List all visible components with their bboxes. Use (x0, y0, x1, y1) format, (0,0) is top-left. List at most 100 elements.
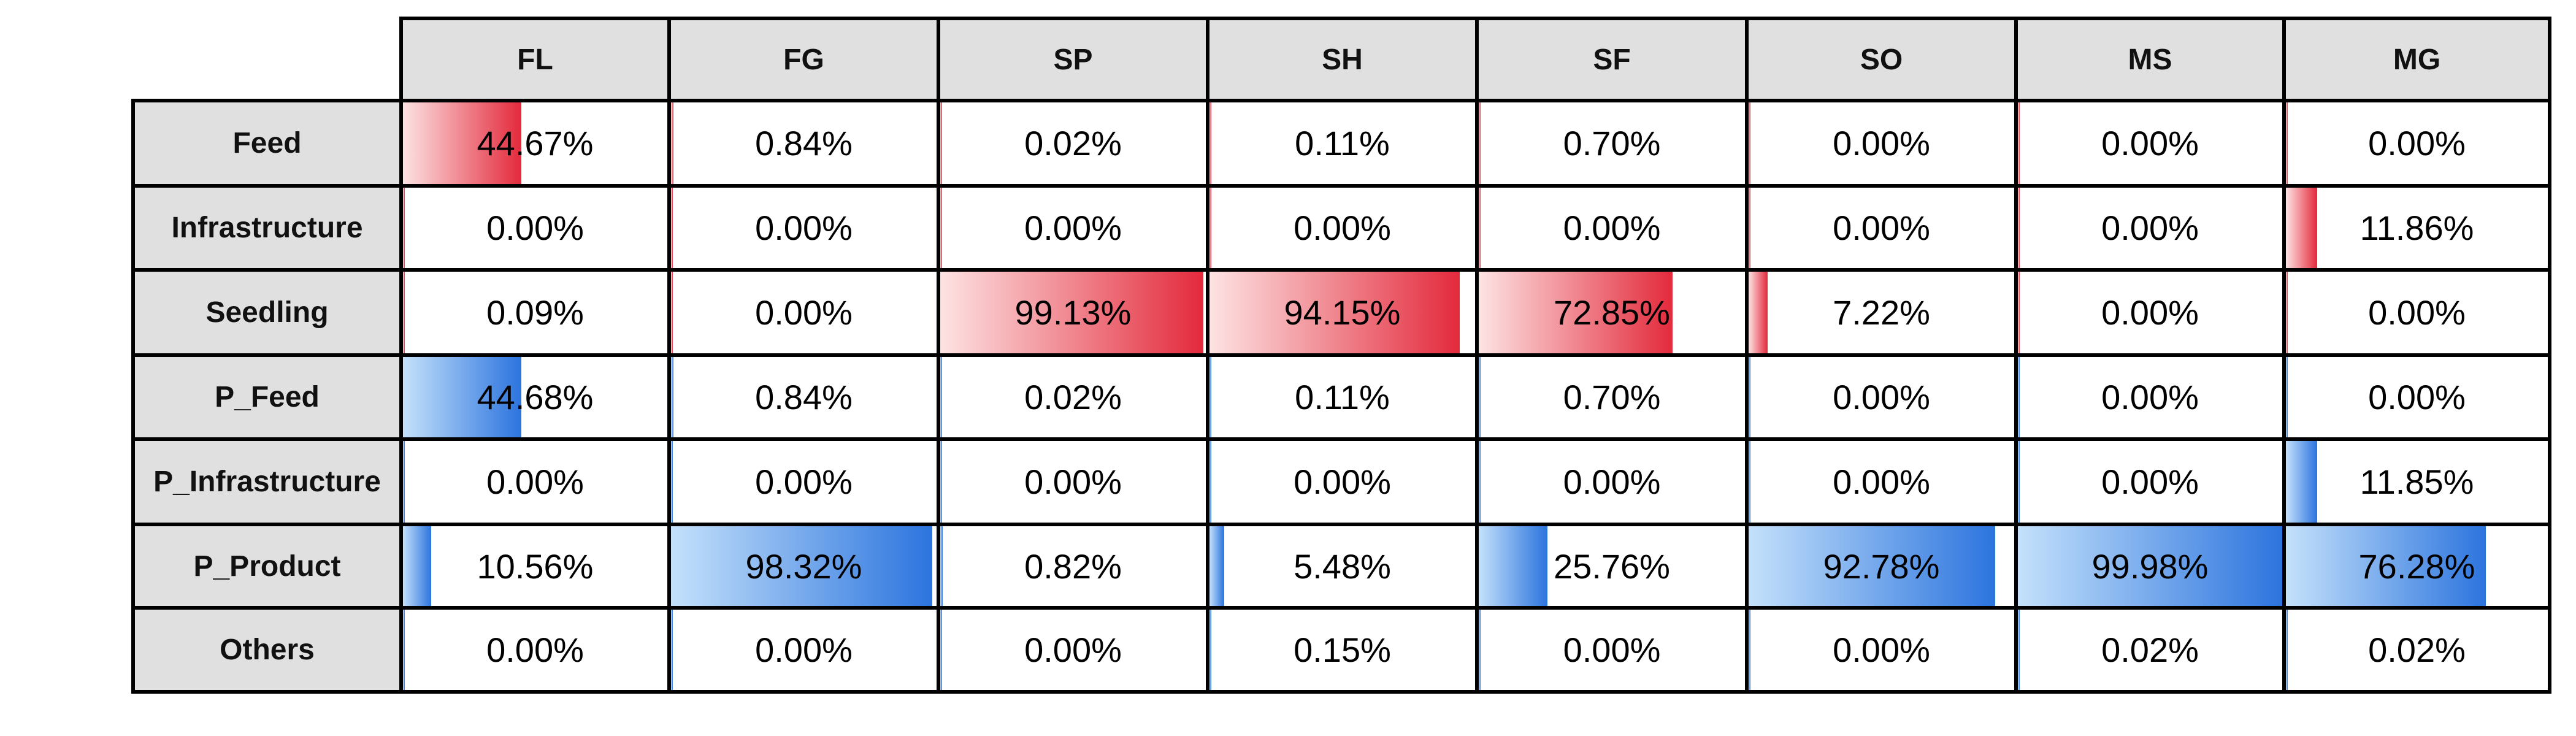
value-label: 0.09% (486, 293, 584, 332)
data-cell-p-infrastructure-mg: 11.85% (2282, 437, 2551, 526)
data-cell-p-feed-ms: 0.00% (2014, 353, 2286, 441)
value-label: 10.56% (477, 546, 594, 586)
value-bar (1479, 188, 1481, 268)
data-cell-others-mg: 0.02% (2282, 606, 2551, 694)
column-header-fl: FL (399, 17, 671, 102)
value-label: 0.00% (2101, 293, 2199, 332)
data-cell-infrastructure-sp: 0.00% (937, 184, 1209, 272)
data-cell-p-feed-sp: 0.02% (937, 353, 1209, 441)
data-cell-p-product-so: 92.78% (1745, 523, 2018, 610)
value-bar (2018, 357, 2020, 437)
value-bar (403, 441, 405, 523)
data-cell-p-feed-mg: 0.00% (2282, 353, 2551, 441)
value-bar (671, 441, 673, 523)
data-cell-p-product-ms: 99.98% (2014, 523, 2286, 610)
value-label: 11.86% (2359, 209, 2474, 247)
column-header-sp: SP (937, 17, 1209, 102)
value-bar (671, 272, 673, 353)
row-header-others: Others (131, 606, 403, 694)
value-label: 44.67% (477, 124, 594, 163)
column-header-label: SP (1053, 43, 1093, 76)
data-cell-p-infrastructure-fg: 0.00% (667, 437, 940, 526)
value-label: 94.15% (1284, 293, 1401, 332)
value-bar (2018, 188, 2020, 268)
value-label: 0.00% (755, 209, 853, 247)
value-bar (940, 102, 942, 184)
value-bar (2018, 526, 2282, 606)
value-bar (1479, 272, 1673, 353)
value-bar (940, 272, 1204, 353)
data-cell-infrastructure-mg: 11.86% (2282, 184, 2551, 272)
value-label: 0.02% (2368, 631, 2466, 669)
value-bar (2018, 272, 2020, 353)
value-bar (1209, 188, 1211, 268)
value-label: 0.00% (1294, 462, 1391, 501)
value-label: 0.84% (755, 124, 853, 163)
value-bar (940, 441, 942, 523)
value-label: 0.11% (1295, 124, 1390, 163)
data-cell-p-infrastructure-so: 0.00% (1745, 437, 2018, 526)
data-cell-infrastructure-sh: 0.00% (1206, 184, 1479, 272)
value-bar (2286, 272, 2288, 353)
value-bar (671, 357, 673, 437)
data-cell-p-feed-so: 0.00% (1745, 353, 2018, 441)
value-bar (403, 188, 405, 268)
value-bar (940, 357, 942, 437)
row-header-p-product: P_Product (131, 523, 403, 610)
column-header-ms: MS (2014, 17, 2286, 102)
data-cell-p-feed-sf: 0.70% (1475, 353, 1749, 441)
value-label: 0.00% (2368, 378, 2466, 416)
value-label: 0.00% (1294, 209, 1391, 247)
value-bar (2018, 610, 2020, 690)
row-header-seedling: Seedling (131, 268, 403, 357)
column-header-label: SH (1322, 43, 1363, 76)
value-bar (403, 357, 521, 437)
value-bar (1479, 526, 1547, 606)
value-label: 0.02% (1024, 378, 1122, 416)
value-label: 0.00% (1833, 378, 1930, 416)
value-label: 0.00% (1024, 209, 1122, 247)
data-cell-feed-sp: 0.02% (937, 99, 1209, 188)
data-cell-p-infrastructure-sp: 0.00% (937, 437, 1209, 526)
value-bar (940, 188, 942, 268)
value-label: 0.15% (1294, 631, 1391, 669)
value-label: 0.00% (1563, 462, 1661, 501)
column-header-label: SO (1860, 43, 1903, 76)
value-bar (1479, 610, 1481, 690)
value-label: 0.00% (1833, 124, 1930, 163)
row-header-feed: Feed (131, 99, 403, 188)
value-label: 0.00% (2368, 124, 2466, 163)
value-bar (671, 610, 673, 690)
data-cell-others-so: 0.00% (1745, 606, 2018, 694)
value-bar (940, 610, 942, 690)
data-cell-p-product-mg: 76.28% (2282, 523, 2551, 610)
value-label: 0.00% (486, 631, 584, 669)
data-cell-p-feed-fl: 44.68% (399, 353, 671, 441)
value-label: 0.00% (2101, 124, 2199, 163)
value-label: 98.32% (745, 546, 862, 586)
value-label: 0.00% (1563, 631, 1661, 669)
data-cell-infrastructure-fg: 0.00% (667, 184, 940, 272)
value-bar (2286, 357, 2288, 437)
value-label: 76.28% (2358, 546, 2475, 586)
data-cell-feed-ms: 0.00% (2014, 99, 2286, 188)
value-bar (1749, 102, 1750, 184)
data-cell-feed-fl: 44.67% (399, 99, 671, 188)
value-bar (1209, 272, 1460, 353)
value-label: 99.98% (2091, 546, 2209, 586)
data-cell-seedling-so: 7.22% (1745, 268, 2018, 357)
row-header-p-infrastructure: P_Infrastructure (131, 437, 403, 526)
data-cell-p-product-sh: 5.48% (1206, 523, 1479, 610)
value-bar (1209, 102, 1211, 184)
value-label: 72.85% (1554, 293, 1670, 332)
value-label: 0.02% (2101, 631, 2199, 669)
column-header-label: MG (2393, 43, 2441, 76)
value-label: 0.82% (1024, 546, 1122, 586)
value-label: 0.00% (486, 462, 584, 501)
column-header-label: FL (517, 43, 553, 76)
data-cell-p-infrastructure-ms: 0.00% (2014, 437, 2286, 526)
data-cell-others-sh: 0.15% (1206, 606, 1479, 694)
value-label: 0.84% (755, 378, 853, 416)
value-bar (1749, 610, 1750, 690)
data-cell-seedling-sh: 94.15% (1206, 268, 1479, 357)
